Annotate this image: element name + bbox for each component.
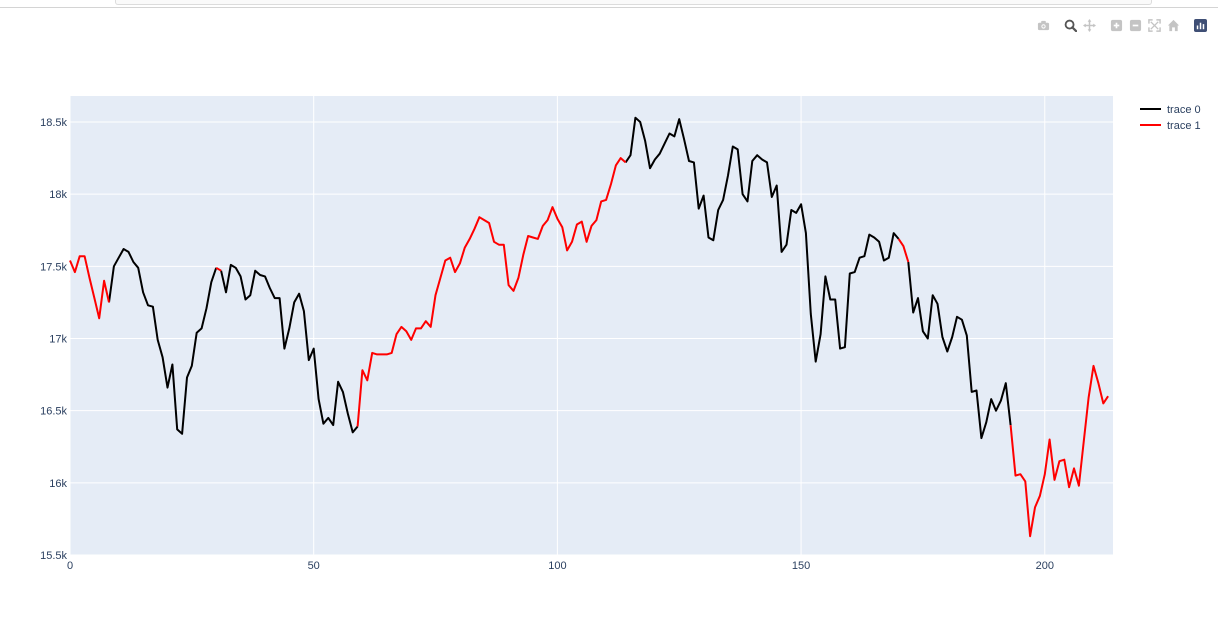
series-line-segment (108, 248, 218, 435)
y-tick-label: 18k (49, 189, 67, 201)
zoom-in-icon[interactable] (1107, 15, 1126, 35)
browser-tab-edge (115, 0, 1152, 5)
x-tick-label: 50 (308, 560, 320, 572)
series-trace-0 (108, 116, 1012, 440)
series-line-segment (356, 157, 627, 427)
series-line-segment (907, 261, 1012, 440)
x-tick-label: 150 (792, 560, 810, 572)
plot-area (70, 96, 1113, 555)
y-axis-ticks: 15.5k 16k 16.5k 17k 17.5k 18k 18.5k (40, 117, 67, 562)
series-line-segment (1009, 364, 1109, 538)
y-tick-label: 17.5k (40, 261, 67, 273)
y-tick-label: 18.5k (40, 117, 67, 129)
autoscale-icon[interactable] (1145, 15, 1164, 35)
browser-top-strip (0, 0, 1218, 8)
series-line-segment (69, 255, 110, 320)
y-tick-label: 16k (49, 478, 67, 490)
series-line-segment (220, 263, 359, 434)
legend-item-trace-0[interactable]: trace 0 (1140, 104, 1201, 116)
traces (69, 116, 1109, 538)
reset-axes-icon[interactable] (1164, 15, 1183, 35)
series-line-segment (897, 238, 910, 263)
y-tick-label: 17k (49, 333, 67, 345)
legend-label-trace-1: trace 1 (1167, 120, 1201, 132)
x-tick-label: 100 (548, 560, 566, 572)
camera-icon[interactable] (1034, 15, 1053, 35)
series-line-segment (624, 116, 900, 363)
zoom-out-icon[interactable] (1126, 15, 1145, 35)
legend-item-trace-1[interactable]: trace 1 (1140, 120, 1201, 132)
x-axis-ticks: 0 50 100 150 200 (67, 560, 1054, 572)
x-tick-label: 200 (1036, 560, 1054, 572)
legend: trace 0 trace 1 (1140, 104, 1201, 132)
legend-label-trace-0: trace 0 (1167, 104, 1201, 116)
x-tick-label: 0 (67, 560, 73, 572)
zoom-icon[interactable] (1061, 15, 1080, 35)
y-tick-label: 15.5k (40, 550, 67, 562)
y-tick-label: 16.5k (40, 406, 67, 418)
grid-lines (69, 96, 1113, 556)
series-line-segment (215, 266, 222, 272)
series-trace-1 (69, 157, 1109, 538)
plotly-logo-icon[interactable] (1191, 15, 1210, 35)
pan-icon[interactable] (1080, 15, 1099, 35)
modebar (1034, 15, 1210, 35)
